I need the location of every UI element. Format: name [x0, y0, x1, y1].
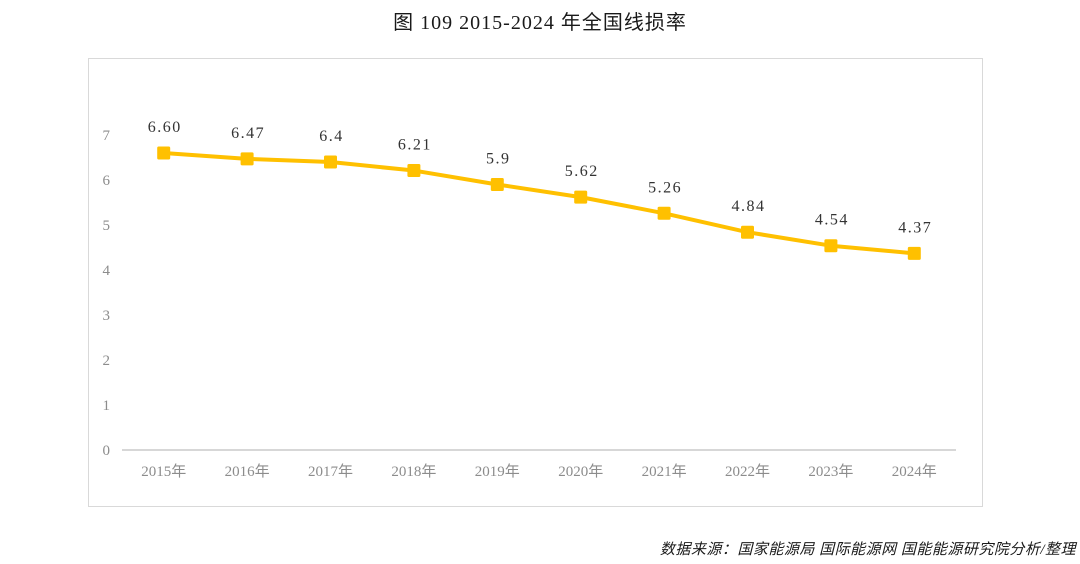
- y-tick-label: 2: [103, 353, 111, 369]
- data-point-marker: [741, 225, 754, 239]
- y-tick-label: 6: [103, 173, 111, 189]
- y-tick-label: 0: [103, 443, 111, 459]
- data-point-marker: [907, 246, 921, 260]
- data-point-label: 4.37: [898, 219, 932, 236]
- data-point-label: 4.54: [815, 212, 849, 229]
- x-tick-label: 2021年: [642, 463, 687, 480]
- data-point-marker: [824, 239, 838, 253]
- x-tick-label: 2023年: [808, 463, 853, 480]
- data-source-note: 数据来源：国家能源局 国际能源网 国能能源研究院分析/整理: [659, 542, 1076, 558]
- line-chart: 0 1 2 3 4 5 6 7 2015年 2016年 2017年 2018年 2019年 2020年 20…: [103, 119, 956, 480]
- x-tick-label: 2015年: [141, 463, 186, 480]
- y-tick-label: 4: [103, 263, 111, 279]
- data-point-label: 6.60: [148, 119, 182, 136]
- data-point-label: 5.62: [565, 163, 599, 180]
- data-point-marker: [240, 152, 254, 166]
- data-point-label: 6.4: [319, 128, 344, 145]
- data-point-marker: [657, 206, 671, 220]
- data-point-marker: [157, 146, 171, 160]
- data-point-marker: [574, 190, 588, 204]
- y-tick-label: 5: [103, 218, 111, 234]
- y-tick-label: 3: [103, 308, 111, 324]
- chart-title: 图 109 2015-2024 年全国线损率: [393, 12, 687, 34]
- data-point-label: 6.47: [231, 125, 265, 142]
- x-tick-label: 2017年: [308, 463, 353, 480]
- data-point-marker: [407, 164, 421, 178]
- series-line: [161, 151, 917, 256]
- data-point-marker: [490, 178, 504, 191]
- data-point-marker: [324, 155, 337, 169]
- x-tick-label: 2020年: [558, 463, 603, 480]
- x-tick-label: 2019年: [475, 463, 520, 480]
- chart-frame: 0 1 2 3 4 5 6 7 2015年 2016年 2017年 2018年 2019年 2020年 20…: [88, 58, 983, 507]
- x-tick-label: 2024年: [892, 463, 937, 480]
- x-tick-label: 2018年: [391, 463, 436, 480]
- data-point-label: 4.84: [732, 198, 766, 215]
- data-point-label: 6.21: [398, 137, 432, 154]
- data-point-label: 5.9: [486, 151, 511, 168]
- data-point-label: 5.26: [648, 179, 682, 196]
- y-tick-label: 7: [103, 128, 111, 144]
- x-tick-label: 2022年: [725, 463, 770, 480]
- x-tick-label: 2016年: [225, 463, 270, 480]
- y-tick-label: 1: [103, 398, 111, 414]
